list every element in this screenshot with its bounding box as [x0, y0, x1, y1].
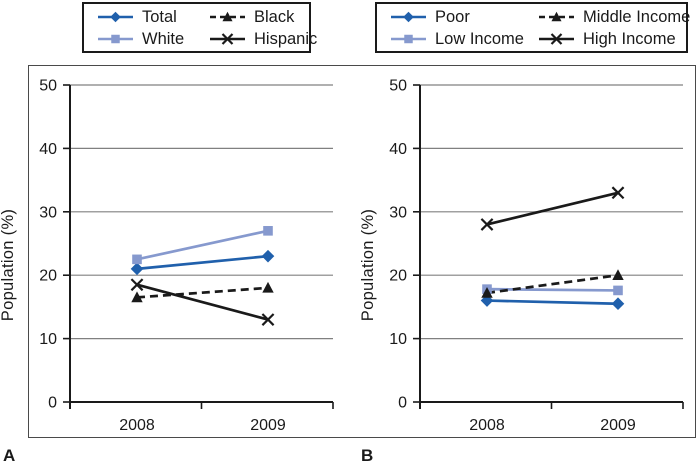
total-line-diamond-icon: [97, 9, 134, 25]
svg-text:10: 10: [389, 331, 407, 348]
panel-b-letter: B: [361, 446, 374, 465]
poor-line-diamond-icon: [390, 9, 427, 25]
panel-a-chart: 0 10 20 30 40 50 2008 2009: [39, 78, 334, 434]
black-dashed-triangle-icon: [209, 9, 246, 25]
svg-text:40: 40: [39, 141, 57, 158]
legend-label-black: Black: [254, 7, 295, 26]
svg-text:10: 10: [39, 331, 57, 348]
high-income-line-x-icon: [538, 31, 575, 47]
white-line-square-icon: [97, 31, 134, 47]
svg-text:40: 40: [389, 141, 407, 158]
svg-text:2008: 2008: [119, 417, 155, 434]
svg-text:0: 0: [48, 395, 57, 412]
middle-income-dashed-triangle-icon: [538, 9, 575, 25]
figure-frame: [28, 65, 696, 438]
legend-item-middle-income: Middle Income: [538, 6, 690, 28]
legend-panel-b: Poor Middle Income Low Income High Incom…: [375, 2, 690, 53]
svg-text:30: 30: [39, 204, 57, 221]
panel-a-y-axis-title: Population (%): [0, 208, 17, 322]
panel-b-chart: 0 10 20 30 40 50 2008 2009: [389, 78, 684, 434]
legend-label-high-income: High Income: [583, 29, 676, 48]
svg-text:50: 50: [389, 78, 407, 95]
svg-text:20: 20: [389, 268, 407, 285]
svg-text:50: 50: [39, 78, 57, 95]
panel-b-y-axis-title: Population (%): [359, 208, 377, 322]
legend-label-white: White: [142, 29, 185, 48]
legend-label-middle-income: Middle Income: [583, 7, 691, 26]
legend-item-white: White: [97, 28, 209, 50]
legend-item-low-income: Low Income: [390, 28, 538, 50]
legend-item-poor: Poor: [390, 6, 538, 28]
svg-text:20: 20: [39, 268, 57, 285]
svg-text:0: 0: [398, 395, 407, 412]
svg-text:30: 30: [389, 204, 407, 221]
svg-text:2008: 2008: [469, 417, 505, 434]
legend-label-low-income: Low Income: [435, 29, 524, 48]
legend-item-black: Black: [209, 6, 317, 28]
svg-text:2009: 2009: [250, 417, 286, 434]
legend-label-total: Total: [142, 7, 177, 26]
low-income-line-square-icon: [390, 31, 427, 47]
legend-label-poor: Poor: [435, 7, 470, 26]
svg-text:2009: 2009: [600, 417, 636, 434]
legend-item-hispanic: Hispanic: [209, 28, 317, 50]
hispanic-line-x-icon: [209, 31, 246, 47]
panel-a-letter: A: [3, 446, 16, 465]
legend-item-total: Total: [97, 6, 209, 28]
legend-panel-a: Total Black White Hispanic: [82, 2, 317, 53]
legend-item-high-income: High Income: [538, 28, 690, 50]
legend-label-hispanic: Hispanic: [254, 29, 318, 48]
